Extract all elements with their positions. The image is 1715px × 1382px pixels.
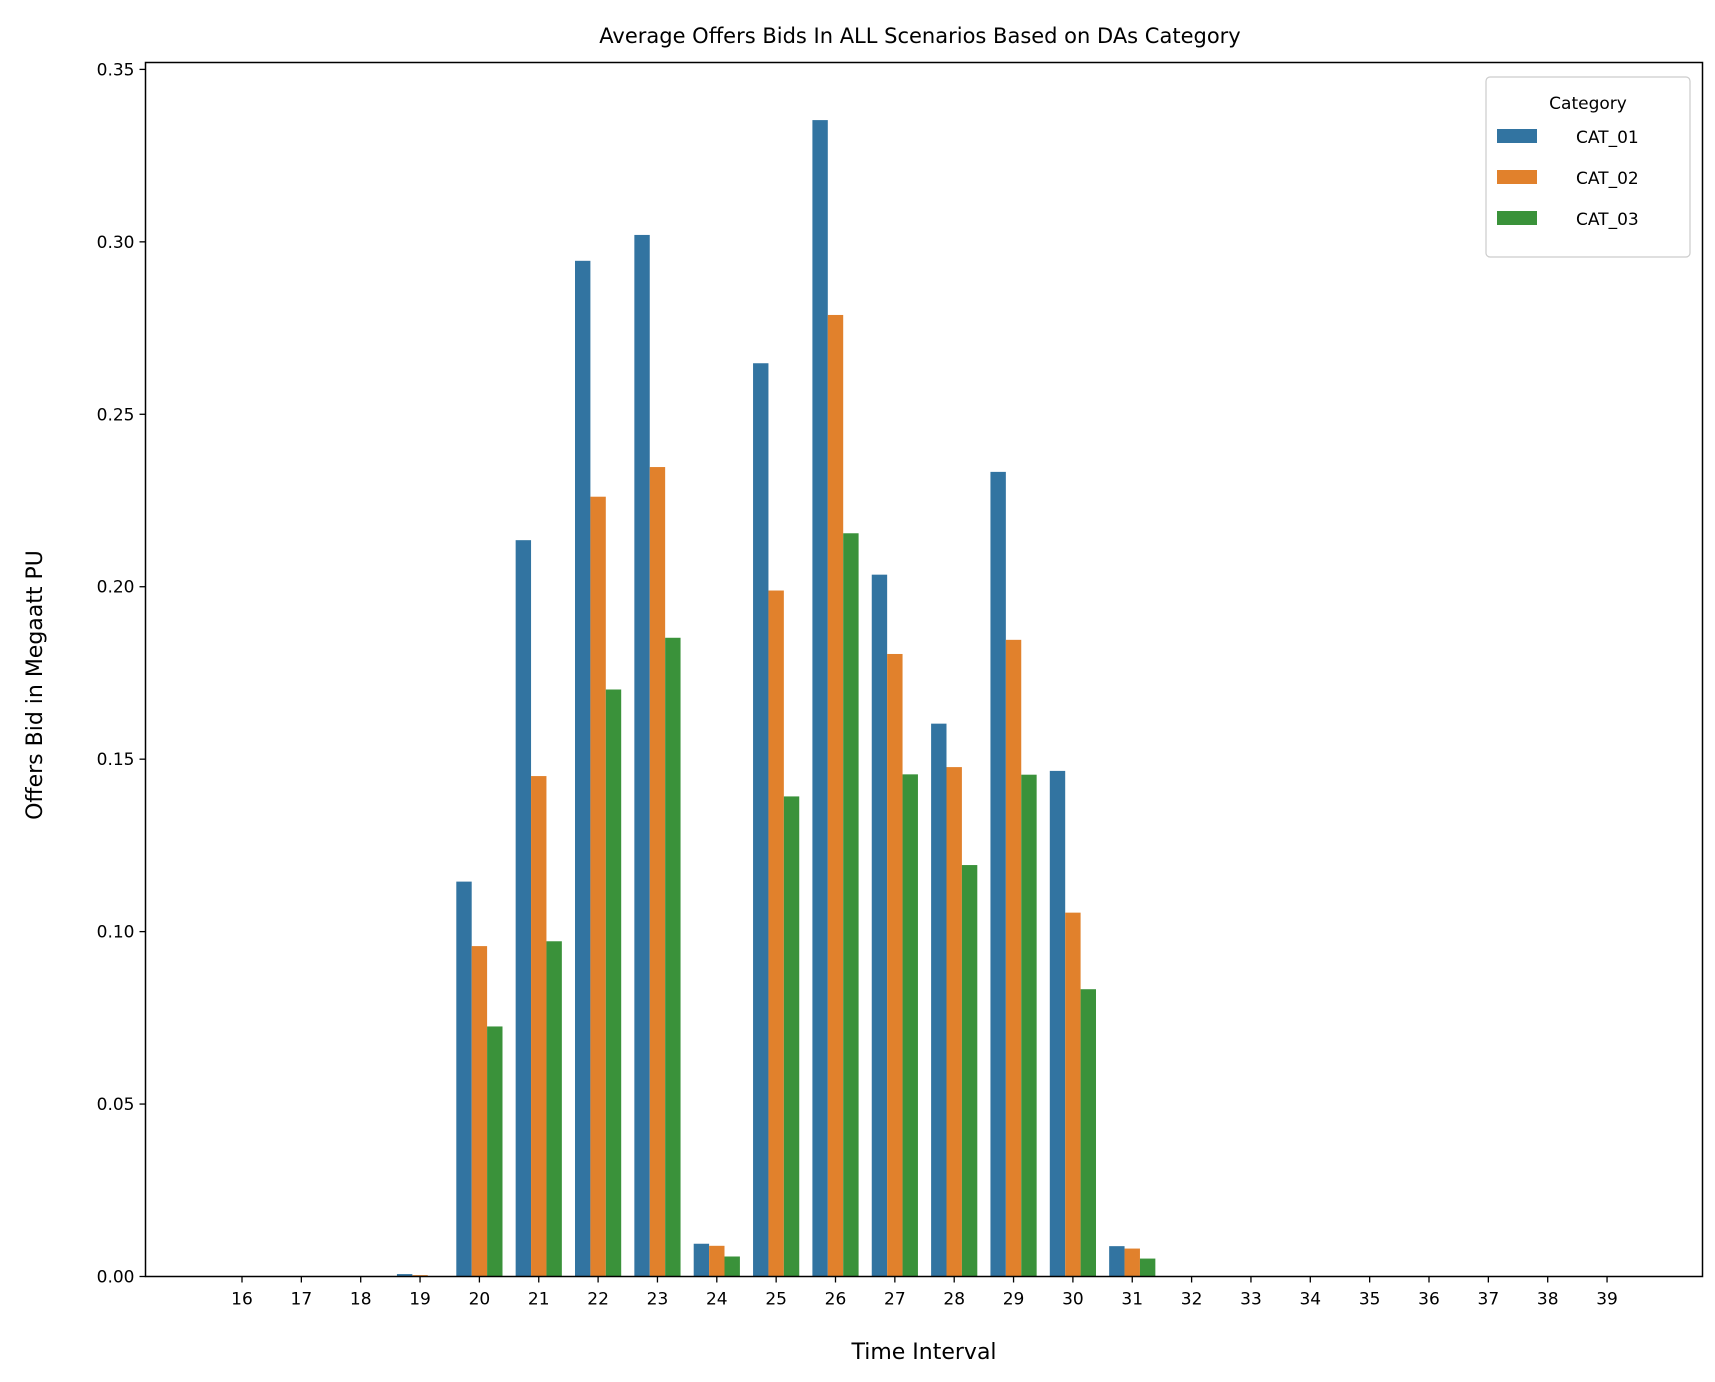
- x-tick-label: 21: [528, 1290, 550, 1310]
- bar-cat03-30: [1080, 989, 1096, 1277]
- x-tick-label: 34: [1299, 1290, 1321, 1310]
- bar-cat03-27: [902, 774, 918, 1277]
- bar-cat01-29: [990, 471, 1006, 1277]
- bar-cat02-22: [590, 496, 606, 1277]
- bar-cat01-21: [515, 540, 532, 1277]
- bar-cat03-28: [961, 865, 978, 1277]
- bar-cat02-30: [1065, 912, 1081, 1277]
- bar-cat02-21: [531, 776, 547, 1277]
- y-tick-label: 0.25: [97, 405, 135, 425]
- x-tick-label: 23: [647, 1290, 669, 1310]
- bar-cat03-26: [843, 533, 859, 1277]
- x-tick-label: 39: [1596, 1290, 1618, 1310]
- x-tick-label: 26: [825, 1290, 847, 1310]
- legend-items: CAT_01 CAT_02 CAT_03: [1497, 128, 1639, 230]
- x-tick-label: 18: [350, 1290, 372, 1310]
- x-tick-label: 24: [706, 1290, 728, 1310]
- bar-cat03-21: [546, 941, 562, 1277]
- x-tick-label: 17: [291, 1290, 313, 1310]
- chart-title: Average Offers Bids In ALL Scenarios Bas…: [599, 24, 1240, 48]
- y-axis: 0.00 0.05 0.10 0.15 0.20 0.25 0.30 0.35: [97, 60, 146, 1288]
- plot-area: [396, 120, 1156, 1277]
- bar-cat02-25: [768, 590, 784, 1277]
- y-tick-label: 0.10: [97, 923, 135, 943]
- y-tick-label: 0.05: [97, 1095, 135, 1115]
- x-tick-label: 33: [1240, 1290, 1262, 1310]
- x-tick-label: 38: [1537, 1290, 1559, 1310]
- x-tick-label: 20: [469, 1290, 491, 1310]
- legend-title: Category: [1549, 94, 1627, 114]
- bar-cat02-24: [709, 1245, 725, 1277]
- bar-cat01-28: [931, 723, 947, 1277]
- x-tick-label: 16: [231, 1290, 253, 1310]
- y-tick-label: 0.15: [97, 750, 135, 770]
- x-tick-label: 27: [884, 1290, 906, 1310]
- legend: Category CAT_01 CAT_02 CAT_03: [1485, 76, 1691, 258]
- bar-cat01-27: [871, 574, 888, 1277]
- bar-cat01-24: [693, 1243, 710, 1277]
- bar-cat01-19: [396, 1274, 413, 1277]
- x-axis: 16 17 18 19 20 21 22 23 24 25 26 27 28 29 30 31 32 33 34 35…: [231, 1276, 1618, 1310]
- bar-cat03-31: [1139, 1258, 1156, 1277]
- y-tick-label: 0.00: [97, 1268, 135, 1288]
- bar-cat01-30: [1049, 770, 1066, 1277]
- bar-cat02-29: [1005, 639, 1022, 1277]
- bar-cat02-31: [1124, 1248, 1140, 1277]
- bar-cat02-27: [887, 653, 903, 1277]
- x-tick-label: 29: [1003, 1290, 1025, 1310]
- legend-label-cat01: CAT_01: [1576, 128, 1639, 148]
- x-tick-label: 37: [1478, 1290, 1500, 1310]
- x-tick-label: 28: [943, 1290, 965, 1310]
- x-tick-label: 25: [765, 1290, 787, 1310]
- y-tick-label: 0.30: [97, 233, 135, 253]
- bar-cat02-28: [946, 767, 962, 1277]
- bar-cat02-20: [471, 946, 488, 1277]
- bar-cat03-24: [724, 1256, 740, 1277]
- bar-cat01-20: [456, 881, 472, 1277]
- x-axis-label: Time Interval: [850, 1340, 996, 1365]
- x-tick-label: 32: [1181, 1290, 1203, 1310]
- bar-cat01-26: [812, 120, 828, 1277]
- bar-cat02-23: [649, 467, 666, 1277]
- y-tick-label: 0.35: [97, 60, 135, 80]
- bar-cat01-22: [575, 260, 591, 1277]
- y-axis-label: Offers Bid in Megaatt PU: [23, 550, 48, 820]
- legend-swatch-cat02: [1497, 170, 1537, 184]
- plot-frame: [144, 61, 1704, 1278]
- x-tick-label: 36: [1418, 1290, 1440, 1310]
- bar-cat03-20: [487, 1026, 503, 1277]
- x-tick-label: 22: [587, 1290, 609, 1310]
- x-tick-label: 30: [1062, 1290, 1084, 1310]
- bar-cat03-23: [665, 637, 681, 1277]
- legend-swatch-cat01: [1497, 129, 1537, 143]
- bar-cat01-31: [1109, 1246, 1125, 1277]
- bar-cat03-29: [1021, 774, 1037, 1277]
- bar-cat02-26: [827, 314, 844, 1277]
- legend-swatch-cat03: [1497, 211, 1537, 225]
- legend-label-cat03: CAT_03: [1576, 210, 1639, 230]
- x-tick-label: 19: [409, 1290, 431, 1310]
- bar-cat03-22: [605, 689, 622, 1277]
- legend-label-cat02: CAT_02: [1576, 169, 1639, 189]
- x-tick-label: 31: [1121, 1290, 1143, 1310]
- bar-cat03-25: [783, 796, 800, 1277]
- bar-cat01-23: [634, 234, 650, 1277]
- y-tick-label: 0.20: [97, 578, 135, 598]
- x-tick-label: 35: [1359, 1290, 1381, 1310]
- bar-cat01-25: [753, 363, 769, 1277]
